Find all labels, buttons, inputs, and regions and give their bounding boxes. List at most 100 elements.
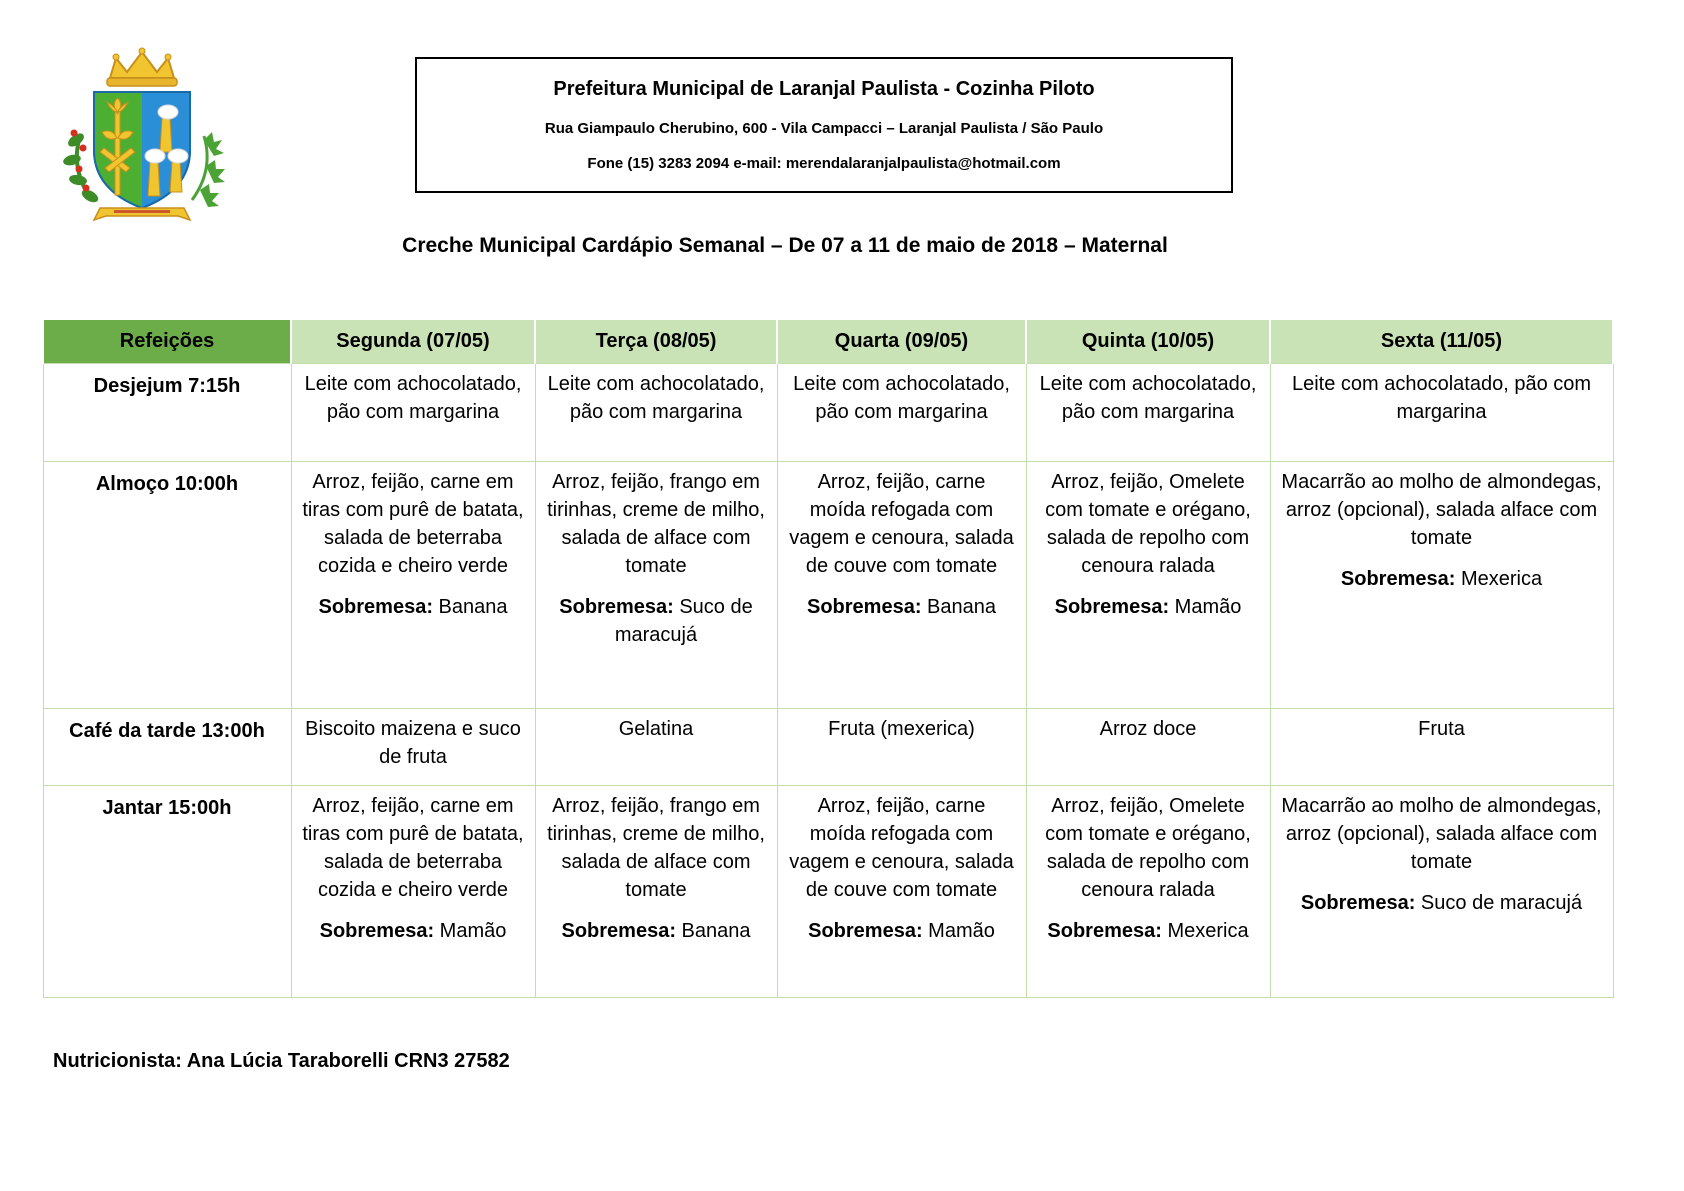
- dessert-line: Sobremesa: Suco de maracujá: [1281, 889, 1603, 917]
- menu-cell: Arroz, feijão, Omelete com tomate e orég…: [1025, 784, 1271, 998]
- city-logo: [52, 40, 232, 230]
- menu-text: Arroz, feijão, carne em tiras com purê d…: [302, 794, 524, 901]
- dessert-label: Sobremesa:: [806, 595, 922, 618]
- motto-ribbon-icon: [92, 207, 192, 222]
- dessert-value: Mamão: [928, 919, 995, 942]
- column-header-refeicoes: Refeições: [42, 318, 292, 364]
- menu-text: Biscoito maizena e suco de fruta: [305, 717, 521, 768]
- menu-cell: Biscoito maizena e suco de fruta: [290, 707, 536, 786]
- menu-text: Leite com achocolatado, pão com margarin…: [1039, 372, 1257, 423]
- shield-icon: [93, 91, 191, 210]
- meal-label-almoco: Almoço 10:00h: [42, 460, 292, 709]
- menu-text: Arroz, feijão, Omelete com tomate e orég…: [1045, 470, 1251, 577]
- dessert-line: Sobremesa: Mamão: [302, 917, 525, 945]
- dessert-label: Sobremesa:: [1300, 891, 1416, 914]
- dessert-label: Sobremesa:: [1047, 919, 1162, 942]
- menu-cell: Arroz, feijão, carne em tiras com purê d…: [290, 460, 536, 709]
- dessert-line: Sobremesa: Mamão: [1037, 593, 1260, 621]
- menu-text: Macarrão ao molho de almondegas, arroz (…: [1281, 794, 1602, 873]
- menu-cell: Leite com achocolatado, pão com margarin…: [1025, 362, 1271, 462]
- dessert-line: Sobremesa: Banana: [302, 593, 525, 621]
- nutritionist-signature: Nutricionista: Ana Lúcia Taraborelli CRN…: [53, 1050, 510, 1072]
- dessert-line: Sobremesa: Banana: [788, 593, 1016, 621]
- dessert-label: Sobremesa:: [1340, 567, 1456, 590]
- dessert-line: Sobremesa: Mamão: [788, 917, 1016, 945]
- coffee-branch-icon: [63, 129, 99, 203]
- dessert-value: Mexerica: [1167, 919, 1249, 942]
- dessert-label: Sobremesa:: [559, 595, 674, 618]
- menu-text: Arroz, feijão, frango em tirinhas, creme…: [547, 794, 765, 901]
- meal-label-jantar: Jantar 15:00h: [42, 784, 292, 998]
- menu-cell: Arroz, feijão, carne moída refogada com …: [776, 460, 1027, 709]
- dessert-value: Mamão: [439, 919, 507, 942]
- menu-cell: Gelatina: [534, 707, 778, 786]
- dessert-value: Suco de maracujá: [614, 595, 753, 646]
- menu-text: Arroz, feijão, carne em tiras com purê d…: [302, 470, 524, 577]
- menu-cell: Fruta: [1269, 707, 1614, 786]
- document-title: Creche Municipal Cardápio Semanal – De 0…: [402, 234, 1168, 257]
- menu-text: Arroz, feijão, frango em tirinhas, creme…: [547, 470, 765, 577]
- dessert-line: Sobremesa: Mexerica: [1037, 917, 1260, 945]
- menu-cell: Leite com achocolatado, pão com margarin…: [1269, 362, 1614, 462]
- menu-cell: Macarrão ao molho de almondegas, arroz (…: [1269, 460, 1614, 709]
- dessert-label: Sobremesa:: [561, 919, 676, 942]
- menu-text: Arroz doce: [1099, 717, 1197, 740]
- dessert-label: Sobremesa:: [808, 919, 923, 942]
- table-row-jantar: Jantar 15:00h Arroz, feijão, carne em ti…: [42, 784, 1614, 998]
- dessert-value: Banana: [681, 919, 751, 942]
- dessert-value: Banana: [927, 595, 997, 618]
- letterhead-contact: Fone (15) 3283 2094 e-mail: merendalaran…: [587, 155, 1061, 173]
- column-header-terca: Terça (08/05): [534, 318, 778, 364]
- chimneys-icon: [144, 104, 189, 197]
- menu-cell: Arroz, feijão, frango em tirinhas, creme…: [534, 784, 778, 998]
- crown-icon: [106, 47, 178, 87]
- menu-text: Leite com achocolatado, pão com margarin…: [304, 372, 522, 423]
- table-row-cafe-da-tarde: Café da tarde 13:00h Biscoito maizena e …: [42, 707, 1614, 786]
- menu-text: Arroz, feijão, carne moída refogada com …: [789, 794, 1014, 901]
- letterhead-box: Prefeitura Municipal de Laranjal Paulist…: [415, 57, 1233, 193]
- meal-label-desjejum: Desjejum 7:15h: [42, 362, 292, 462]
- menu-text: Leite com achocolatado, pão com margarin…: [547, 372, 765, 423]
- letterhead-title: Prefeitura Municipal de Laranjal Paulist…: [553, 77, 1095, 100]
- table-row-desjejum: Desjejum 7:15h Leite com achocolatado, p…: [42, 362, 1614, 462]
- menu-text: Arroz, feijão, Omelete com tomate e orég…: [1045, 794, 1251, 901]
- menu-cell: Arroz, feijão, frango em tirinhas, creme…: [534, 460, 778, 709]
- dessert-line: Sobremesa: Suco de maracujá: [546, 593, 767, 649]
- coat-of-arms-icon: [63, 47, 225, 222]
- dessert-label: Sobremesa:: [1054, 595, 1170, 618]
- weekly-menu-table: Refeições Segunda (07/05) Terça (08/05) …: [42, 318, 1614, 998]
- dessert-label: Sobremesa:: [319, 919, 435, 942]
- dessert-value: Mamão: [1174, 595, 1242, 618]
- menu-text: Leite com achocolatado, pão com margarin…: [1291, 372, 1592, 423]
- dessert-value: Mexerica: [1460, 567, 1543, 590]
- menu-cell: Arroz doce: [1025, 707, 1271, 786]
- menu-text: Fruta: [1418, 717, 1465, 740]
- column-header-quinta: Quinta (10/05): [1025, 318, 1271, 364]
- menu-cell: Macarrão ao molho de almondegas, arroz (…: [1269, 784, 1614, 998]
- dessert-line: Sobremesa: Banana: [546, 917, 767, 945]
- column-header-segunda: Segunda (07/05): [290, 318, 536, 364]
- menu-cell: Leite com achocolatado, pão com margarin…: [776, 362, 1027, 462]
- column-header-quarta: Quarta (09/05): [776, 318, 1027, 364]
- menu-text: Fruta (mexerica): [828, 717, 975, 740]
- menu-text: Gelatina: [618, 717, 694, 740]
- menu-cell: Arroz, feijão, carne em tiras com purê d…: [290, 784, 536, 998]
- dessert-line: Sobremesa: Mexerica: [1281, 565, 1603, 593]
- table-row-almoco: Almoço 10:00h Arroz, feijão, carne em ti…: [42, 460, 1614, 709]
- leaf-branch-icon: [190, 132, 225, 207]
- table-header-row: Refeições Segunda (07/05) Terça (08/05) …: [42, 318, 1614, 364]
- letterhead-address: Rua Giampaulo Cherubino, 600 - Vila Camp…: [544, 119, 1104, 137]
- meal-label-cafe-da-tarde: Café da tarde 13:00h: [42, 707, 292, 786]
- menu-text: Macarrão ao molho de almondegas, arroz (…: [1281, 470, 1602, 549]
- menu-cell: Arroz, feijão, carne moída refogada com …: [776, 784, 1027, 998]
- menu-cell: Fruta (mexerica): [776, 707, 1027, 786]
- menu-cell: Leite com achocolatado, pão com margarin…: [290, 362, 536, 462]
- menu-text: Arroz, feijão, carne moída refogada com …: [789, 470, 1014, 577]
- menu-cell: Arroz, feijão, Omelete com tomate e orég…: [1025, 460, 1271, 709]
- dessert-value: Banana: [438, 595, 508, 618]
- column-header-sexta: Sexta (11/05): [1269, 318, 1614, 364]
- dessert-value: Suco de maracujá: [1420, 891, 1583, 914]
- staff-emblem-icon: [99, 97, 136, 196]
- menu-cell: Leite com achocolatado, pão com margarin…: [534, 362, 778, 462]
